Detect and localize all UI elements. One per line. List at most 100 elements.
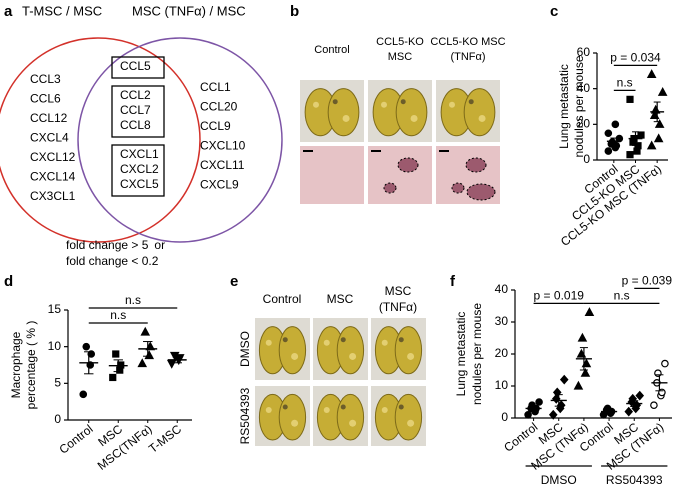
data-point <box>144 350 155 360</box>
condition-label: RS504393 <box>606 473 663 487</box>
nodule <box>398 404 404 410</box>
panel-label: d <box>4 273 13 290</box>
data-point <box>145 341 156 351</box>
data-point <box>661 359 669 368</box>
data-point <box>535 398 543 406</box>
data-point <box>573 380 584 390</box>
y-tick-label: 20 <box>495 346 509 360</box>
panel-label: e <box>230 273 238 290</box>
comparison-label: n.s <box>614 289 630 303</box>
y-axis-label: nodules per mouse <box>572 55 586 157</box>
panel-label: c <box>550 3 558 20</box>
legend-text: fold change > 5 <box>66 238 149 252</box>
data-point <box>626 151 634 159</box>
y-tick-label: 5 <box>54 376 61 390</box>
y-tick-label: 0 <box>54 412 61 426</box>
venn-title: T-MSC / MSC <box>22 3 102 18</box>
data-point <box>637 131 645 139</box>
data-point <box>559 374 569 385</box>
gene: CXCL10 <box>200 139 246 153</box>
y-axis-label: Lung metastatic <box>454 312 468 397</box>
data-point <box>657 86 668 96</box>
y-tick-label: 0 <box>501 410 508 424</box>
y-tick-label: 40 <box>495 282 509 296</box>
y-tick-label: 10 <box>495 378 509 392</box>
data-point <box>87 350 96 358</box>
data-point <box>577 332 588 342</box>
nodule-outline <box>451 182 465 194</box>
gene: CXCL11 <box>200 158 245 172</box>
comparison-label: n.s <box>125 293 141 307</box>
nodule <box>381 101 387 108</box>
data-point <box>646 140 657 150</box>
data-point <box>584 307 595 316</box>
gene: CXCL1 <box>120 147 159 161</box>
gene: CCL3 <box>30 72 61 86</box>
y-axis-label: nodules per mouse <box>470 303 484 405</box>
x-tick-label: Control <box>56 422 95 457</box>
y-tick-label: 30 <box>495 314 509 328</box>
nodule <box>291 352 299 360</box>
row-header: RS504393 <box>238 387 252 444</box>
data-point <box>653 133 664 143</box>
data-point <box>646 69 657 79</box>
gene: CCL2 <box>120 88 151 102</box>
gene-box <box>111 85 165 138</box>
nodule <box>449 101 455 108</box>
gene: CCL6 <box>30 92 61 106</box>
gene: CCL20 <box>200 100 238 114</box>
nodule <box>407 419 415 427</box>
gene: CCL7 <box>120 103 151 117</box>
y-axis-label: Macrophage <box>9 331 23 398</box>
nodule <box>398 337 404 343</box>
legend-text: fold change < 0.2 <box>66 254 159 268</box>
gene-box <box>111 144 165 197</box>
data-point <box>626 95 634 103</box>
nodule <box>342 114 350 122</box>
nodule <box>381 339 388 346</box>
y-tick-label: 0 <box>583 152 590 166</box>
nodule <box>282 337 288 343</box>
lung-lobe <box>336 326 365 375</box>
lung-lobe <box>278 393 307 441</box>
nodule <box>332 99 338 105</box>
data-point <box>140 326 151 336</box>
data-point <box>604 129 613 138</box>
column-header: (TNFα) <box>379 300 417 314</box>
x-tick-label: T-MSC <box>146 422 184 456</box>
column-header: Control <box>263 292 302 306</box>
y-tick-label: 15 <box>48 302 62 316</box>
nodule <box>340 404 346 410</box>
data-point <box>624 406 634 417</box>
column-header: (TNFα) <box>450 51 485 63</box>
nodule <box>349 419 357 427</box>
gene: CCL8 <box>120 118 151 132</box>
y-axis-label: Lung metastatic <box>557 64 571 149</box>
comparison-label: p = 0.019 <box>534 289 585 303</box>
nodule-outline <box>397 157 419 173</box>
data-point <box>112 350 120 358</box>
gene: CXCL14 <box>30 170 76 184</box>
nodule-outline <box>383 182 397 194</box>
nodule <box>340 337 346 343</box>
gene: CCL1 <box>200 80 231 94</box>
y-tick-label: 20 <box>577 117 591 131</box>
data-point <box>649 110 660 120</box>
condition-label: DMSO <box>541 473 577 487</box>
y-tick-label: 40 <box>577 81 591 95</box>
gene-box <box>111 56 165 79</box>
column-header: Control <box>314 44 349 56</box>
lung-lobe <box>395 88 428 137</box>
panel-label: b <box>290 3 299 20</box>
data-point <box>169 351 180 361</box>
comparison-label: n.s <box>617 76 633 90</box>
data-point <box>174 354 185 363</box>
histology <box>368 146 432 204</box>
gene: CX3CL1 <box>30 189 76 203</box>
nodule <box>410 114 418 122</box>
nodule <box>407 352 415 360</box>
y-tick-label: 10 <box>48 339 62 353</box>
nodule <box>349 352 357 360</box>
